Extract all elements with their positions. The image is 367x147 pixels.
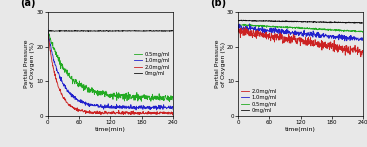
2.0mg/ml (170, 114, 175, 116)
0.5mg/ml (361, 31, 365, 33)
1.0mg/ml (236, 27, 240, 29)
2.0mg/ml (296, 40, 300, 42)
2.0mg/ml (236, 30, 240, 32)
2.0mg/ml (120, 111, 124, 112)
Line: 0mg/ml: 0mg/ml (48, 30, 173, 31)
0mg/ml (120, 30, 125, 32)
0mg/ml (358, 22, 363, 24)
2.0mg/ml (358, 51, 363, 53)
X-axis label: time(min): time(min) (95, 127, 126, 132)
1.0mg/ml (247, 23, 252, 25)
Legend: 2.0mg/ml, 1.0mg/ml, 0.5mg/ml, 0mg/ml: 2.0mg/ml, 1.0mg/ml, 0.5mg/ml, 0mg/ml (241, 88, 278, 113)
0mg/ml (46, 30, 50, 32)
0mg/ml (58, 31, 62, 32)
0mg/ml (297, 21, 301, 23)
0mg/ml (148, 30, 153, 31)
0.5mg/ml (46, 31, 50, 33)
2.0mg/ml (113, 113, 118, 115)
0.5mg/ml (106, 96, 110, 98)
0mg/ml (171, 30, 175, 32)
2.0mg/ml (148, 112, 153, 114)
0mg/ml (311, 21, 315, 23)
1.0mg/ml (168, 106, 172, 108)
X-axis label: time(min): time(min) (285, 127, 316, 132)
1.0mg/ml (342, 40, 347, 42)
Y-axis label: Partial Pressure
of Oxygen (%): Partial Pressure of Oxygen (%) (24, 40, 35, 88)
Line: 2.0mg/ml: 2.0mg/ml (48, 30, 173, 115)
0mg/ml (339, 22, 343, 24)
0.5mg/ml (46, 30, 50, 31)
0mg/ml (170, 29, 174, 31)
0.5mg/ml (297, 26, 301, 28)
0.5mg/ml (148, 97, 153, 99)
0.5mg/ml (171, 99, 175, 101)
2.0mg/ml (243, 26, 248, 28)
2.0mg/ml (339, 46, 343, 48)
1.0mg/ml (120, 105, 124, 107)
0.5mg/ml (120, 93, 125, 95)
Text: (b): (b) (211, 0, 227, 8)
0.5mg/ml (105, 94, 110, 96)
1.0mg/ml (311, 36, 315, 38)
0.5mg/ml (358, 31, 363, 32)
1.0mg/ml (148, 109, 153, 110)
0.5mg/ml (296, 27, 300, 29)
Line: 0.5mg/ml: 0.5mg/ml (238, 24, 363, 32)
1.0mg/ml (297, 32, 301, 34)
2.0mg/ml (46, 29, 50, 31)
Line: 1.0mg/ml: 1.0mg/ml (238, 24, 363, 41)
1.0mg/ml (296, 31, 300, 33)
0.5mg/ml (361, 30, 366, 32)
1.0mg/ml (359, 38, 363, 40)
Legend: 0.5mg/ml, 1.0mg/ml, 2.0mg/ml, 0mg/ml: 0.5mg/ml, 1.0mg/ml, 2.0mg/ml, 0mg/ml (133, 51, 170, 76)
Y-axis label: Partial Pressure
of Oxygen (%): Partial Pressure of Oxygen (%) (215, 40, 226, 88)
0mg/ml (359, 22, 363, 24)
0mg/ml (168, 30, 172, 32)
2.0mg/ml (171, 113, 175, 114)
Line: 1.0mg/ml: 1.0mg/ml (48, 29, 173, 110)
2.0mg/ml (168, 112, 172, 113)
0.5mg/ml (236, 25, 240, 26)
0mg/ml (106, 30, 110, 32)
0mg/ml (236, 20, 240, 21)
1.0mg/ml (46, 28, 50, 30)
2.0mg/ml (105, 112, 109, 114)
0mg/ml (304, 21, 308, 23)
0mg/ml (296, 21, 300, 22)
0.5mg/ml (242, 23, 247, 25)
1.0mg/ml (106, 106, 110, 108)
2.0mg/ml (106, 112, 110, 114)
1.0mg/ml (304, 36, 308, 37)
0.5mg/ml (339, 30, 343, 31)
Line: 2.0mg/ml: 2.0mg/ml (238, 27, 363, 57)
1.0mg/ml (361, 38, 366, 39)
0.5mg/ml (113, 94, 118, 96)
2.0mg/ml (304, 44, 308, 46)
2.0mg/ml (361, 56, 366, 58)
Text: (a): (a) (20, 0, 36, 8)
1.0mg/ml (113, 106, 118, 107)
0mg/ml (105, 30, 110, 32)
0.5mg/ml (167, 101, 172, 103)
Line: 0.5mg/ml: 0.5mg/ml (48, 30, 173, 102)
2.0mg/ml (311, 41, 315, 42)
0mg/ml (113, 30, 118, 32)
0mg/ml (240, 19, 244, 21)
0.5mg/ml (168, 97, 172, 98)
2.0mg/ml (297, 38, 301, 40)
1.0mg/ml (171, 108, 175, 110)
1.0mg/ml (339, 37, 343, 38)
1.0mg/ml (105, 107, 109, 108)
0mg/ml (361, 22, 366, 24)
0.5mg/ml (304, 27, 308, 29)
0.5mg/ml (311, 28, 315, 30)
Line: 0mg/ml: 0mg/ml (238, 20, 363, 23)
1.0mg/ml (134, 109, 138, 111)
